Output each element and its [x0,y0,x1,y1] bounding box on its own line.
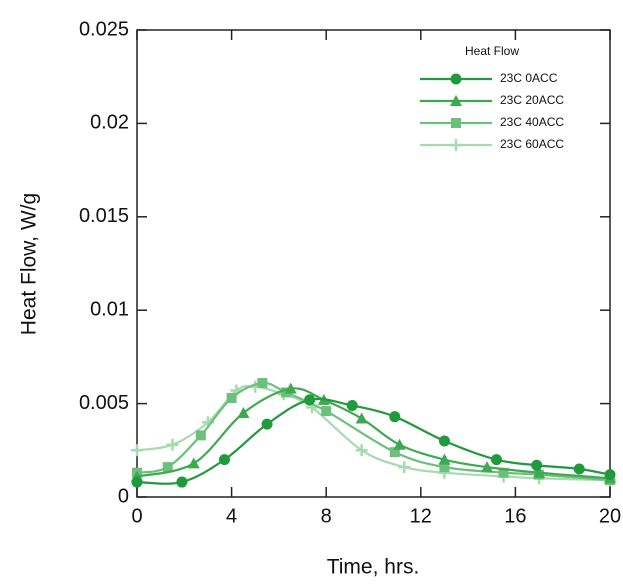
marker [393,438,406,450]
marker [261,418,273,430]
x-axis-label: Time, hrs. [327,556,420,579]
marker [573,463,585,475]
legend-title: Heat Flow [465,44,519,58]
marker [355,412,368,424]
y-axis-label: Heat Flow, W/g [18,193,41,335]
marker [481,461,494,473]
marker [195,430,206,441]
marker [131,476,143,488]
marker [533,466,546,478]
marker [257,378,268,389]
x-tick-label: 16 [504,505,526,527]
marker [438,435,450,447]
marker [237,406,250,418]
x-tick-label: 12 [410,505,432,527]
marker [166,438,179,451]
x-tick-label: 8 [321,505,332,527]
marker [346,399,358,411]
marker [355,444,368,457]
marker [131,444,143,457]
marker [389,447,400,458]
marker [450,73,462,85]
marker [450,95,462,106]
marker [389,411,401,423]
x-tick-label: 0 [131,505,142,527]
legend-label: 23C 0ACC [500,71,558,85]
marker [176,476,188,488]
marker [304,394,316,406]
marker [398,461,411,474]
legend-label: 23C 40ACC [500,115,564,129]
marker [604,469,616,481]
x-tick-label: 4 [226,505,237,527]
marker [162,462,173,473]
legend-label: 23C 60ACC [500,137,564,151]
y-tick-label: 0.025 [79,18,129,40]
marker [284,382,297,394]
y-tick-label: 0.005 [79,392,129,414]
marker [226,392,237,403]
y-tick-label: 0 [118,485,129,507]
marker [321,406,332,417]
y-tick-label: 0.01 [90,298,129,320]
legend: Heat Flow 23C 0ACC 23C 20ACC 23C 40ACC 23C … [420,44,564,151]
marker [531,459,543,471]
marker [187,457,200,469]
marker [219,454,231,466]
marker [451,118,461,128]
marker [498,467,509,478]
marker [490,454,502,466]
marker [450,139,462,151]
marker [438,453,451,465]
marker [439,462,450,473]
x-tick-label: 20 [599,505,621,527]
plot-frame [136,29,611,498]
legend-label: 23C 20ACC [500,93,564,107]
y-tick-label: 0.02 [90,112,129,134]
y-tick-label: 0.015 [79,205,129,227]
